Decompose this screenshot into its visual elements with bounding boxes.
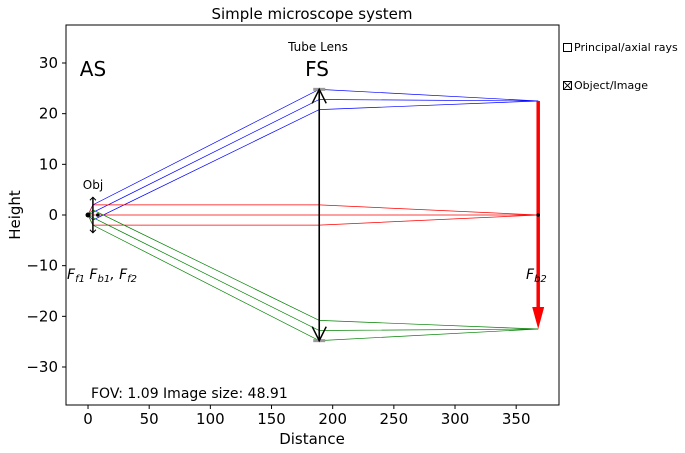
y-tick-label: −30	[26, 358, 58, 376]
ray-7	[87, 214, 539, 331]
object-image-checkbox[interactable]	[563, 81, 572, 90]
x-tick-label: 150	[257, 410, 286, 428]
legend-label-object-image: Object/Image	[574, 79, 648, 92]
x-tick-label: 200	[318, 410, 347, 428]
chart-title: Simple microscope system	[211, 5, 412, 23]
focal-left-label: Ff1 Fb1, Ff2	[67, 267, 137, 285]
as-label: AS	[80, 57, 106, 81]
tube-lens-top-arrowhead	[311, 87, 327, 104]
optical-elements	[85, 87, 545, 343]
image-arrow-head	[532, 307, 545, 329]
x-ticks: 0 50 100 150 200 250 300 350	[83, 405, 531, 428]
ray-5	[87, 214, 539, 226]
x-tick-label: 50	[140, 410, 159, 428]
y-axis-label: Height	[6, 190, 24, 240]
focal-point-0	[86, 213, 90, 217]
ray-3	[87, 204, 539, 216]
legend-item-object-image[interactable]: Object/Image	[563, 79, 648, 92]
fov-label: FOV: 1.09 Image size: 48.91	[91, 386, 288, 402]
y-tick-label: −20	[26, 307, 58, 325]
y-ticks: −30 −20 −10 0 10 20 30	[26, 54, 66, 376]
ray-6	[87, 209, 539, 330]
ray-1	[87, 99, 539, 216]
x-tick-label: 100	[196, 410, 225, 428]
objective-bottom-arrowhead	[89, 229, 97, 234]
focal-right-label: Fb2	[526, 267, 547, 285]
x-tick-label: 250	[380, 410, 409, 428]
y-tick-label: 10	[39, 155, 58, 173]
x-tick-label: 0	[83, 410, 93, 428]
y-tick-label: 20	[39, 105, 58, 123]
y-tick-label: 0	[48, 206, 58, 224]
principal-rays-checkbox[interactable]	[563, 43, 572, 52]
tube-lens-label: Tube Lens	[287, 40, 348, 54]
rays	[87, 88, 539, 342]
legend-label-principal-rays: Principal/axial rays	[574, 41, 678, 54]
y-tick-label: −10	[26, 257, 58, 275]
focal-point-1	[96, 213, 100, 217]
focal-point-2	[536, 213, 541, 217]
x-axis-label: Distance	[279, 430, 345, 448]
ray-8	[87, 214, 539, 342]
tube-lens-bottom-arrowhead	[311, 326, 327, 343]
x-tick-label: 350	[502, 410, 531, 428]
objective-top-arrowhead	[89, 196, 97, 201]
legend-item-principal-rays[interactable]: Principal/axial rays	[563, 41, 678, 54]
x-tick-label: 300	[441, 410, 470, 428]
obj-label: Obj	[83, 178, 103, 192]
ray-0	[87, 88, 539, 216]
ray-2	[87, 100, 539, 221]
fs-label: FS	[305, 57, 329, 81]
y-tick-label: 30	[39, 54, 58, 72]
